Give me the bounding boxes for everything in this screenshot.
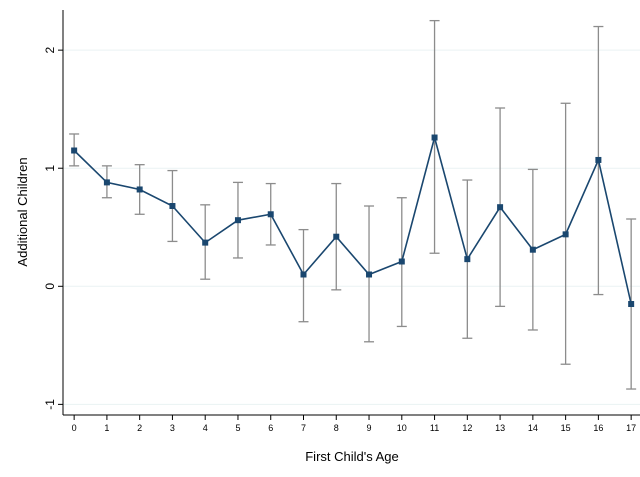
x-tick-label: 4 (203, 423, 208, 433)
x-tick-label: 8 (334, 423, 339, 433)
point (431, 134, 438, 141)
x-tick-label: 12 (462, 423, 472, 433)
x-tick-label: 7 (301, 423, 306, 433)
y-tick-label: 0 (43, 283, 57, 290)
x-tick-label: 5 (235, 423, 240, 433)
point (464, 256, 471, 263)
point (267, 211, 274, 218)
x-tick-label: 14 (528, 423, 538, 433)
x-axis-label: First Child's Age (305, 449, 399, 464)
point (398, 258, 405, 265)
x-tick-label: 13 (495, 423, 505, 433)
x-tick-label: 3 (170, 423, 175, 433)
x-tick-label: 6 (268, 423, 273, 433)
y-tick-label: 2 (43, 46, 57, 53)
point (562, 231, 569, 238)
x-tick-label: 2 (137, 423, 142, 433)
point (300, 271, 307, 278)
point (366, 271, 373, 278)
x-tick-label: 15 (561, 423, 571, 433)
point (497, 204, 504, 211)
x-tick-label: 10 (397, 423, 407, 433)
x-tick-label: 16 (593, 423, 603, 433)
line (73, 134, 632, 305)
y-tick-label: 1 (43, 165, 57, 172)
x-tick-label: 17 (626, 423, 636, 433)
y-axis-label: Additional Children (15, 157, 30, 266)
point (628, 301, 635, 308)
point (595, 156, 602, 163)
point (71, 147, 78, 154)
x-tick-label: 0 (72, 423, 77, 433)
point (169, 203, 176, 210)
x-tick-label: 9 (367, 423, 372, 433)
point (333, 233, 340, 240)
point (136, 186, 143, 193)
point (234, 217, 241, 224)
y-tick-label: -1 (43, 399, 57, 410)
point (202, 239, 209, 246)
point (529, 246, 536, 253)
x-tick-label: 11 (430, 423, 439, 433)
x-tick-label: 1 (104, 423, 109, 433)
point (103, 179, 110, 186)
